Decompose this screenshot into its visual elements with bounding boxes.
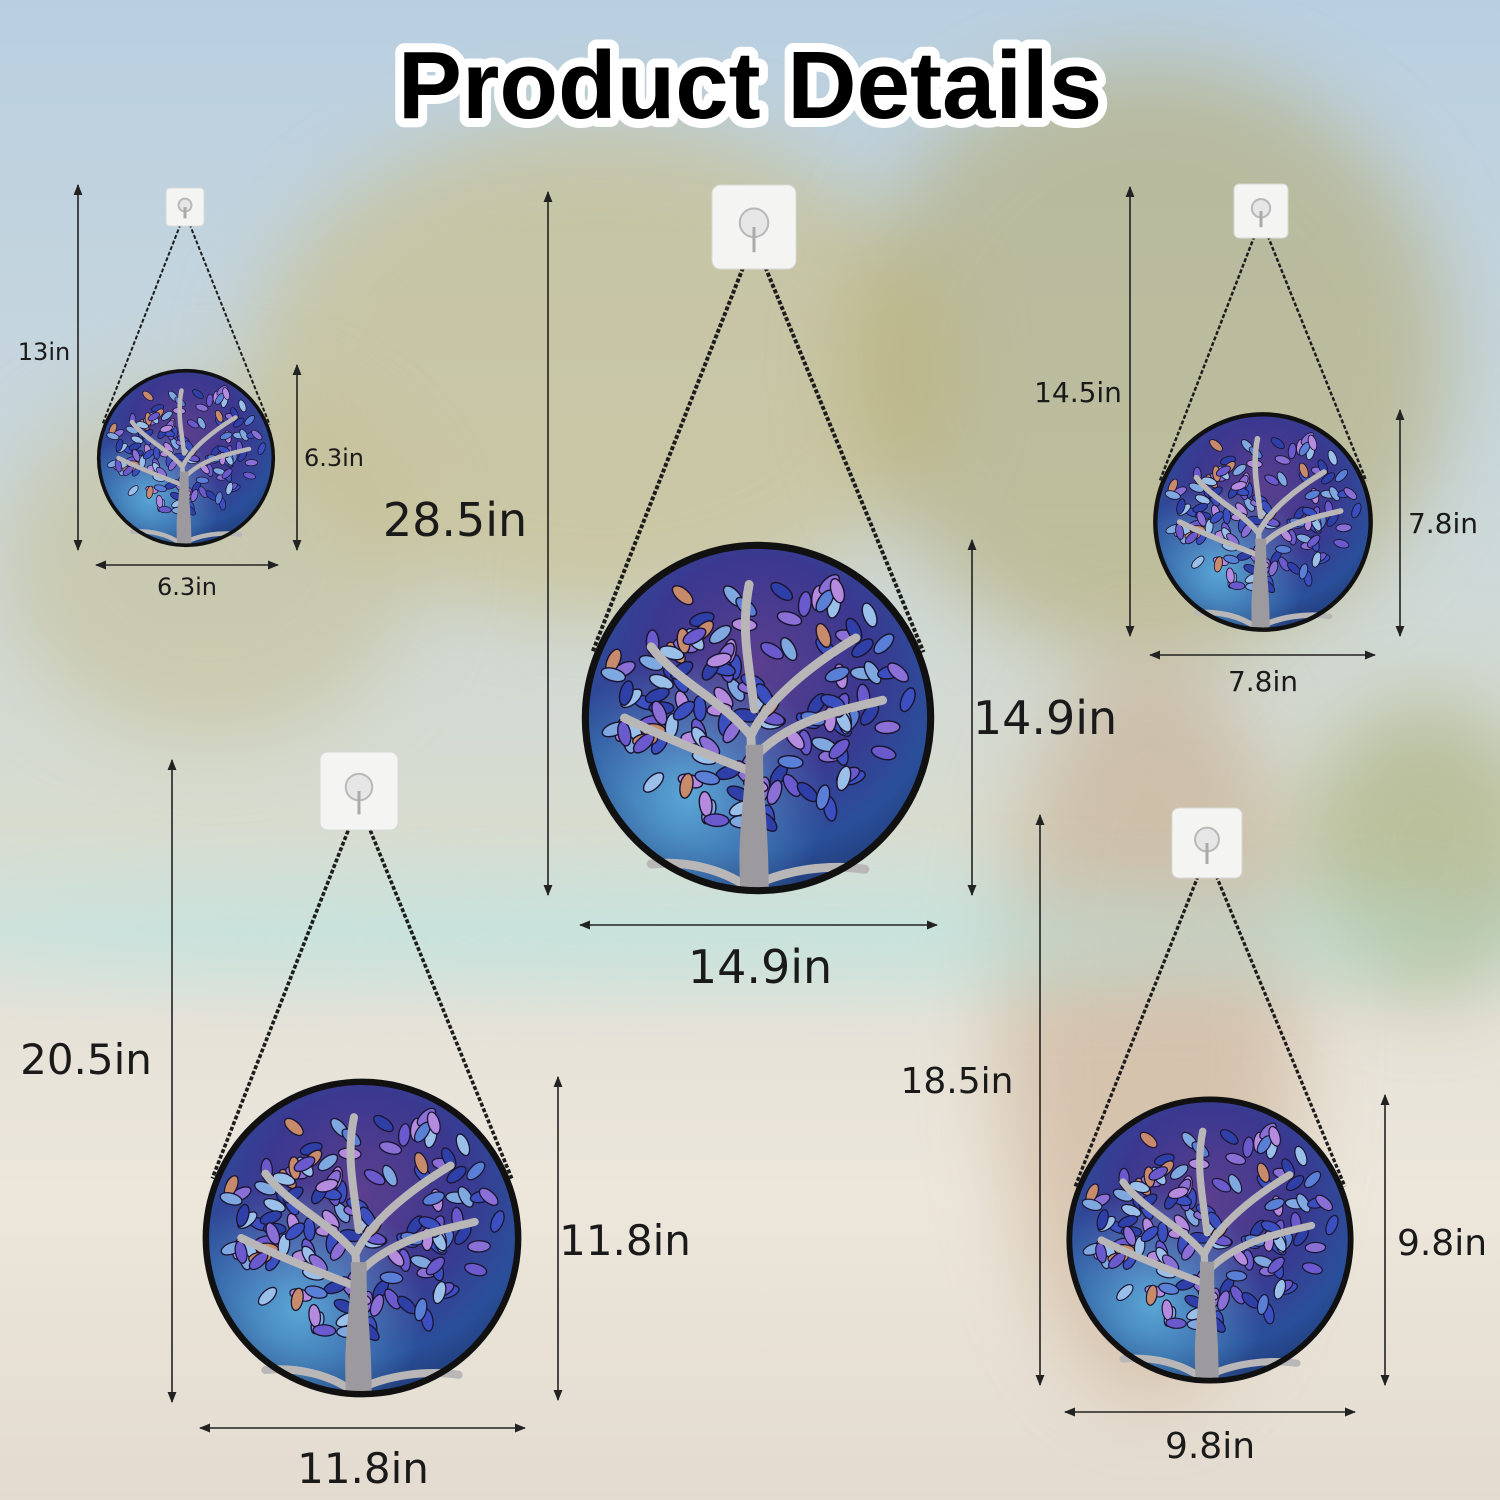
diameter-width-label: 14.9in — [688, 940, 832, 994]
diameter-height-label: 14.9in — [973, 691, 1117, 745]
total-height-label: 20.5in — [20, 1035, 152, 1084]
tree-of-life-suncatcher — [584, 544, 933, 893]
total-height-label: 13in — [18, 338, 70, 366]
diameter-height-label: 9.8in — [1397, 1223, 1487, 1264]
chain — [590, 238, 756, 653]
diameter-width-label: 9.8in — [1165, 1426, 1255, 1467]
chain — [752, 238, 926, 653]
sea-blur — [0, 900, 1500, 980]
diameter-width-label: 11.8in — [297, 1444, 429, 1493]
diameter-height-label: 7.8in — [1408, 507, 1478, 540]
product-size-4: 20.5in 11.8in 11.8in — [20, 751, 691, 1493]
total-height-label: 18.5in — [901, 1061, 1014, 1102]
product-size-3: 14.5in 7.8in 7.8in — [1034, 183, 1478, 698]
chain — [1205, 852, 1347, 1187]
page-title: Product Details — [398, 32, 1102, 139]
diameter-height-label: 6.3in — [304, 444, 364, 472]
chain — [357, 802, 514, 1180]
diameter-height-label: 11.8in — [559, 1216, 691, 1265]
chain — [184, 212, 271, 426]
tree-of-life-suncatcher — [1154, 413, 1372, 631]
total-height-label: 28.5in — [383, 493, 527, 547]
diameter-width-label: 7.8in — [1228, 665, 1298, 698]
chain — [101, 212, 186, 426]
diameter-width-label: 6.3in — [157, 573, 217, 601]
chain — [1158, 218, 1263, 482]
product-size-5: 18.5in 9.8in 9.8in — [901, 807, 1487, 1467]
total-height-label: 14.5in — [1034, 376, 1122, 409]
tree-of-life-suncatcher — [204, 1080, 520, 1396]
chain — [210, 802, 361, 1180]
tree-of-life-suncatcher — [1068, 1098, 1352, 1382]
tree-of-life-suncatcher — [98, 370, 274, 546]
product-size-1: 13in 6.3in 6.3in — [18, 183, 364, 601]
product-size-2: 28.5in 14.9in 14.9in — [383, 184, 1117, 994]
chain — [1259, 218, 1368, 482]
